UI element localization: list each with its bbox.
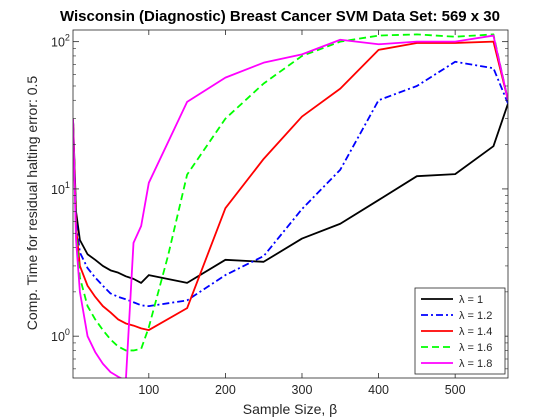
legend-label-3: λ = 1.4 [459, 326, 492, 338]
legend: λ = 1 λ = 1.2 λ = 1.4 λ = 1.6 λ = 1.8 [414, 287, 506, 375]
legend-label-1: λ = 1 [459, 294, 483, 306]
x-tick-label: 200 [215, 383, 236, 397]
legend-label-2: λ = 1.2 [459, 310, 492, 322]
chart-title: Wisconsin (Diagnostic) Breast Cancer SVM… [60, 8, 500, 25]
legend-label-5: λ = 1.8 [459, 358, 492, 370]
series-line-3 [73, 40, 508, 331]
y-tick-label: 102 [51, 33, 70, 50]
y-tick-label: 101 [51, 180, 70, 197]
legend-label-4: λ = 1.6 [459, 342, 492, 354]
series-layer [73, 33, 508, 378]
axes-layer [72, 29, 509, 379]
series-line-5 [73, 34, 508, 378]
series-line-4 [73, 33, 508, 352]
x-tick-label: 500 [445, 383, 466, 397]
x-tick-label: 400 [368, 383, 389, 397]
series-line-1 [73, 103, 508, 284]
y-axis-label: Comp. Time for residual halting error: 0… [24, 76, 40, 331]
ticks-layer: 100 200 300 400 500 100 101 102 [51, 30, 508, 397]
x-tick-label: 300 [292, 383, 313, 397]
axes-box [72, 29, 509, 379]
y-tick-label: 100 [51, 327, 70, 344]
x-tick-label: 100 [138, 383, 159, 397]
x-axis-label: Sample Size, β [243, 401, 337, 417]
